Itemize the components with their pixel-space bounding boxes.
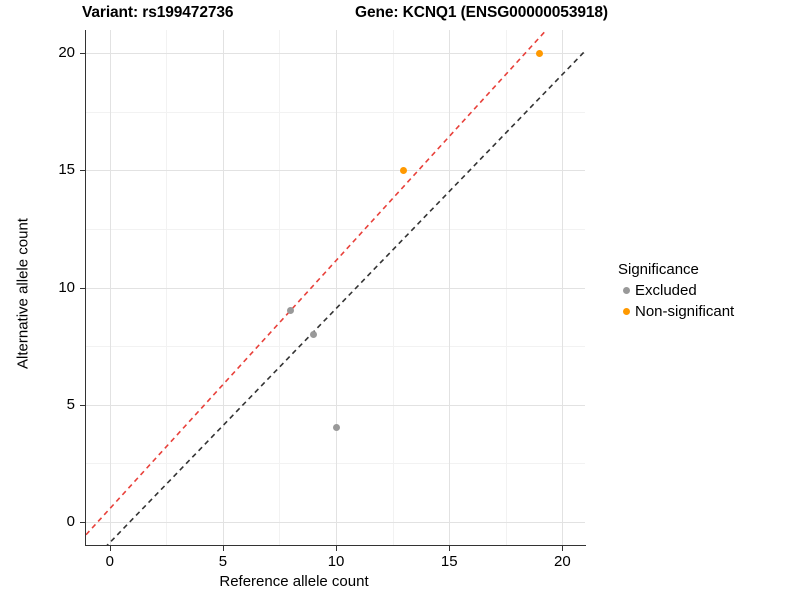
x-tick xyxy=(449,546,451,551)
y-tick xyxy=(80,287,85,289)
data-point xyxy=(332,424,340,432)
legend-dot-icon xyxy=(623,287,630,294)
x-tick-label: 15 xyxy=(440,553,458,570)
x-tick-label: 20 xyxy=(554,553,571,570)
gridline-major-horizontal xyxy=(86,521,585,523)
legend-items: Excluded Non-significant xyxy=(618,280,734,322)
y-tick-label: 10 xyxy=(58,278,75,296)
x-tick xyxy=(562,546,564,551)
gridline-minor-horizontal xyxy=(86,228,585,230)
gridline-major-horizontal xyxy=(86,404,585,406)
y-tick-label: 20 xyxy=(58,44,75,62)
gridline-minor-horizontal xyxy=(86,463,585,465)
gridline-minor-horizontal xyxy=(86,346,585,348)
y-tick xyxy=(80,170,85,172)
x-tick-label: 5 xyxy=(218,553,228,570)
gridline-major-horizontal xyxy=(86,53,585,55)
variant-title: Variant: rs199472736 xyxy=(82,4,234,21)
x-axis-line xyxy=(85,545,586,547)
gene-title: Gene: KCNQ1 (ENSG00000053918) xyxy=(355,4,608,21)
y-axis-label: Alternative allele count xyxy=(14,218,32,369)
y-tick-label: 5 xyxy=(66,395,75,413)
data-point xyxy=(309,330,317,338)
x-tick-label: 10 xyxy=(327,553,345,570)
gridline-major-horizontal xyxy=(86,170,585,172)
legend-item-excluded: Excluded xyxy=(618,280,734,301)
y-tick xyxy=(80,521,85,523)
legend-title: Significance xyxy=(618,261,699,278)
legend-dot-icon xyxy=(623,308,630,315)
data-point xyxy=(536,49,544,57)
x-tick xyxy=(109,546,111,551)
y-tick xyxy=(80,404,85,406)
legend-item-label: Non-significant xyxy=(635,303,735,320)
red-dashed-line xyxy=(86,30,548,536)
legend-item-label: Excluded xyxy=(635,282,697,299)
legend: Significance Excluded Non-significant xyxy=(618,261,734,322)
data-point xyxy=(287,307,295,315)
reference-lines xyxy=(86,30,585,545)
x-axis-label: Reference allele count xyxy=(219,573,369,590)
data-point xyxy=(400,166,408,174)
black-dashed-line xyxy=(106,50,585,545)
gridline-major-horizontal xyxy=(86,287,585,289)
x-tick-label: 0 xyxy=(105,553,114,570)
legend-item-non-significant: Non-significant xyxy=(618,301,734,322)
gridline-minor-horizontal xyxy=(86,111,585,113)
y-axis-line xyxy=(85,30,87,546)
plot-panel xyxy=(86,30,585,545)
x-tick xyxy=(222,546,224,551)
legend-key-swatch xyxy=(618,280,635,301)
y-tick-label: 0 xyxy=(66,512,75,530)
legend-key-swatch xyxy=(618,301,635,322)
x-tick xyxy=(336,546,338,551)
y-tick xyxy=(80,53,85,55)
y-tick-label: 15 xyxy=(58,161,75,179)
